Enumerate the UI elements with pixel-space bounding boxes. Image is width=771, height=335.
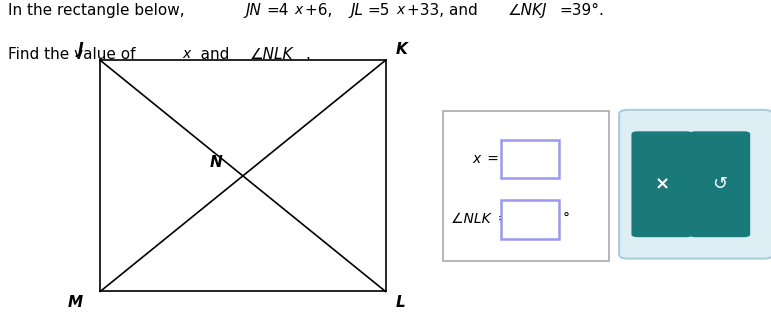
Text: and: and — [193, 47, 237, 62]
Text: +33, and: +33, and — [407, 3, 485, 18]
Text: x: x — [396, 3, 405, 17]
Text: ↺: ↺ — [712, 175, 727, 193]
Text: N: N — [210, 155, 222, 170]
Text: +6,: +6, — [305, 3, 341, 18]
Text: °: ° — [563, 212, 570, 226]
Text: K: K — [396, 42, 408, 57]
Text: M: M — [68, 295, 83, 310]
Text: =39°.: =39°. — [559, 3, 604, 18]
FancyBboxPatch shape — [689, 131, 750, 237]
Text: J: J — [78, 42, 83, 57]
FancyBboxPatch shape — [631, 131, 692, 237]
Text: =5: =5 — [368, 3, 390, 18]
FancyBboxPatch shape — [501, 200, 559, 239]
Text: L: L — [396, 295, 406, 310]
Text: JL: JL — [351, 3, 364, 18]
Text: ∠NKJ: ∠NKJ — [508, 3, 547, 18]
Text: .: . — [305, 47, 311, 62]
FancyBboxPatch shape — [443, 111, 609, 261]
FancyBboxPatch shape — [501, 140, 559, 178]
FancyBboxPatch shape — [619, 110, 771, 259]
Text: ∠NLK: ∠NLK — [250, 47, 293, 62]
Text: In the rectangle below,: In the rectangle below, — [8, 3, 192, 18]
Text: x: x — [295, 3, 303, 17]
Text: ×: × — [655, 175, 669, 193]
Text: JN: JN — [245, 3, 261, 18]
Text: ∠NLK =: ∠NLK = — [451, 212, 510, 226]
Text: x: x — [182, 47, 190, 61]
Text: x =: x = — [472, 152, 499, 166]
Text: =4: =4 — [266, 3, 288, 18]
Text: Find the value of: Find the value of — [8, 47, 143, 62]
